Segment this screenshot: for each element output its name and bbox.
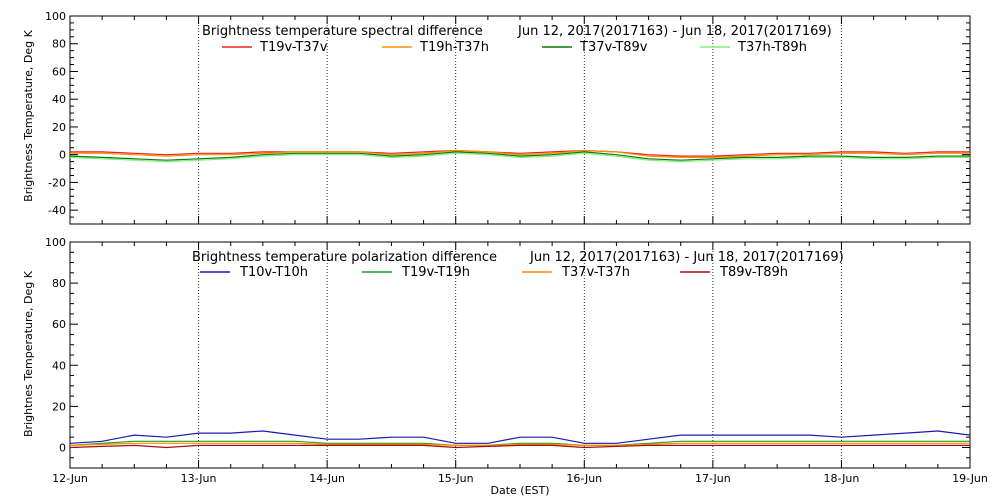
y-tick-label: 60 bbox=[52, 65, 66, 78]
x-tick-label: 17-Jun bbox=[695, 472, 731, 485]
x-tick-label: 13-Jun bbox=[181, 472, 217, 485]
panel1-title: Brightness temperature spectral differen… bbox=[202, 24, 483, 39]
legend-label: T37v-T37h bbox=[561, 265, 630, 280]
series-line-t89v-t89h bbox=[69, 444, 970, 449]
panel-2: 0 20 40 60 80 100 12-Jun 13-Jun 14-Jun 15-Jun 16-J… bbox=[45, 236, 988, 485]
y-tick-label: 40 bbox=[52, 359, 66, 372]
y-tick-label: 80 bbox=[52, 38, 66, 51]
legend-label: T37v-T89v bbox=[579, 40, 648, 55]
legend-label: T19h-T37h bbox=[419, 40, 489, 55]
legend-label: T89v-T89h bbox=[719, 265, 788, 280]
series-line-t37v-t89v bbox=[69, 151, 970, 161]
panel2-ylabel: Brightnes Temperature, Deg K bbox=[22, 270, 35, 437]
panel-1: -40 -20 0 20 40 60 80 100 T19v-T37v T19h-T37h T37v… bbox=[45, 10, 971, 225]
panel1-ylabel: Brightness Temperature, Deg K bbox=[22, 29, 35, 201]
x-tick-label: 18-Jun bbox=[824, 472, 860, 485]
y-tick-label: -20 bbox=[48, 176, 66, 189]
series-line-t19v-t19h bbox=[69, 440, 970, 446]
legend-label: T37h-T89h bbox=[737, 40, 807, 55]
y-tick-label: 100 bbox=[45, 10, 66, 23]
y-tick-label: -40 bbox=[48, 204, 66, 217]
series-line-t10v-t10h bbox=[69, 430, 971, 444]
legend-label: T19v-T37v bbox=[259, 40, 328, 55]
series-line-t19h-t37h bbox=[70, 149, 970, 158]
panel1-date-range: Jun 12, 2017(2017163) - Jun 18, 2017(201… bbox=[517, 24, 832, 39]
panel2-title: Brightness temperature polarization diff… bbox=[192, 250, 497, 265]
series-line-t37v-t37h bbox=[69, 442, 970, 446]
legend-label: T10v-T10h bbox=[239, 265, 308, 280]
y-tick-label: 0 bbox=[59, 441, 66, 454]
x-tick-label: 12-Jun bbox=[52, 472, 88, 485]
x-axis-label: Date (EST) bbox=[490, 484, 549, 497]
series-line-t19v-t37v bbox=[70, 149, 970, 157]
y-tick-label: 60 bbox=[52, 318, 66, 331]
y-tick-label: 20 bbox=[52, 400, 66, 413]
panel2-date-range: Jun 12, 2017(2017163) - Jun 18, 2017(201… bbox=[529, 250, 844, 265]
y-tick-label: 0 bbox=[59, 149, 66, 162]
plot-frame bbox=[69, 15, 971, 225]
y-tick-label: 20 bbox=[52, 121, 66, 134]
x-tick-label: 14-Jun bbox=[309, 472, 345, 485]
y-tick-label: 100 bbox=[45, 236, 66, 249]
x-tick-label: 19-Jun bbox=[952, 472, 988, 485]
y-tick-label: 40 bbox=[52, 93, 66, 106]
plot-frame bbox=[69, 241, 971, 469]
series-line-t37h-t89h bbox=[69, 152, 970, 163]
legend-label: T19v-T19h bbox=[401, 265, 470, 280]
y-tick-label: 80 bbox=[52, 277, 66, 290]
x-tick-label: 16-Jun bbox=[566, 472, 602, 485]
x-tick-label: 15-Jun bbox=[438, 472, 474, 485]
